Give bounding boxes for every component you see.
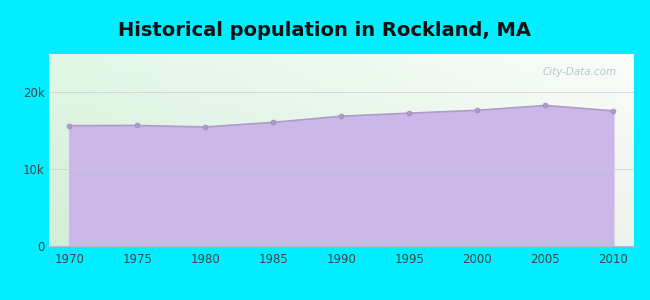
Text: City-Data.com: City-Data.com: [542, 68, 616, 77]
Text: Historical population in Rockland, MA: Historical population in Rockland, MA: [118, 21, 532, 40]
